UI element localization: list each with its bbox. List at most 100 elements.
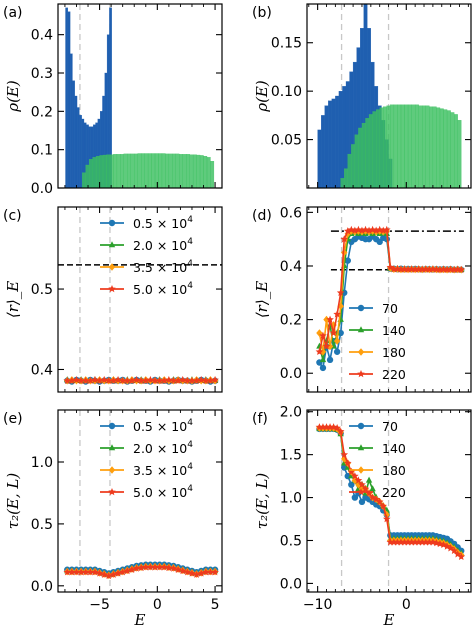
bar (368, 114, 373, 188)
data-point (202, 376, 210, 384)
bar (106, 154, 111, 188)
legend-marker (357, 488, 365, 496)
panel-b: 0.05 0.10 0.15 (b) ρ(E) (252, 3, 472, 189)
data-point (382, 515, 391, 523)
legend-marker (357, 444, 365, 451)
data-point (118, 376, 127, 384)
bar (168, 153, 173, 188)
panel-label: (f) (252, 411, 268, 427)
y-tick-label: 0.5 (31, 517, 53, 533)
data-point (343, 459, 352, 467)
data-point (91, 375, 99, 384)
legend-marker (357, 348, 365, 356)
bar (67, 11, 71, 188)
y-tick-label: 0.1 (31, 143, 53, 159)
panel-label: (b) (252, 5, 272, 21)
bar (365, 118, 370, 188)
data-point (128, 565, 136, 573)
bar (415, 104, 419, 188)
bar (354, 134, 359, 188)
bar (144, 153, 149, 188)
panel-a: 0.0 0.1 0.2 0.3 0.4 (a) ρ(E) (3, 3, 223, 197)
bar (344, 168, 348, 188)
legend-label: 180 (382, 345, 406, 360)
data-point (165, 563, 173, 572)
data-point (86, 568, 95, 576)
bar (331, 98, 336, 188)
legend-label: 220 (382, 367, 406, 382)
data-point (183, 376, 192, 384)
bar (189, 154, 194, 188)
bar (82, 172, 86, 188)
bar (317, 129, 322, 188)
series-3 (63, 375, 219, 384)
data-point (137, 376, 145, 384)
y-tick-label: 0.5 (31, 282, 53, 298)
bar (443, 109, 448, 188)
x-tick-label: 5 (211, 597, 220, 613)
bar (192, 154, 197, 188)
bar (65, 7, 68, 188)
bar (76, 107, 80, 188)
bar (199, 155, 204, 188)
bar (109, 7, 112, 188)
data-point (333, 424, 341, 432)
bar (127, 153, 131, 188)
plot-area (58, 207, 222, 392)
data-point (86, 376, 95, 384)
legend-marker (357, 466, 365, 474)
data-point (358, 480, 366, 488)
legend-marker (357, 304, 365, 312)
data-point (183, 568, 192, 576)
data-point (91, 568, 99, 576)
data-point (123, 376, 132, 384)
data-point (211, 375, 219, 384)
y-tick-label: 0.5 (280, 533, 302, 549)
data-point (114, 569, 122, 577)
y-tick-label: 0.3 (31, 66, 53, 82)
bar (203, 156, 208, 188)
y-tick-label: 0.10 (271, 84, 302, 100)
bar (113, 154, 118, 188)
data-point (319, 364, 327, 372)
data-point (141, 376, 150, 384)
bar (436, 107, 441, 188)
legend-label: 2.0 × 104 (133, 440, 193, 456)
series-3 (315, 423, 466, 561)
y-axis-label: ρ(E) (253, 80, 271, 113)
data-point (141, 563, 150, 571)
panel-e: −5 0 5 0.0 0.5 1.0 (e) τ₂(E, L) E 0.5 × 104 2.0 × … (3, 409, 223, 626)
y-tick-label: 0.05 (271, 133, 302, 149)
y-axis-label: τ₂(E, L) (253, 473, 271, 530)
bar (186, 154, 190, 188)
x-tick-label: −10 (303, 597, 333, 613)
bar (407, 104, 412, 188)
data-point (128, 376, 136, 384)
bar (386, 105, 391, 188)
data-point (337, 302, 344, 311)
data-point (188, 569, 196, 577)
legend-marker (108, 444, 116, 451)
data-point (382, 225, 391, 234)
plot-area (317, 4, 462, 188)
data-point (333, 348, 341, 355)
bar (72, 80, 75, 188)
x-tick-label: −5 (89, 597, 110, 613)
bar (390, 104, 395, 188)
data-point (151, 563, 159, 571)
plot-area (315, 410, 466, 592)
data-point (351, 494, 359, 501)
bar (422, 105, 426, 188)
legend-label: 220 (382, 485, 406, 500)
bar (457, 120, 462, 188)
legend-label: 5.0 × 104 (133, 281, 193, 297)
legend: 0.5 × 104 2.0 × 104 3.5 × 104 5.0 × 104 (100, 215, 193, 297)
data-point (68, 376, 76, 384)
data-point (160, 563, 169, 571)
legend-marker (108, 241, 116, 248)
data-point (344, 257, 351, 264)
bar (79, 115, 82, 188)
data-point (354, 476, 363, 484)
bar (175, 153, 180, 188)
data-point (63, 376, 72, 384)
